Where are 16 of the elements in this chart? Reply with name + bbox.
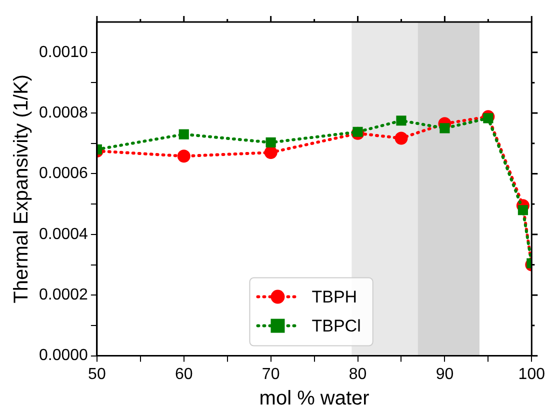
x-tick-label: 60 <box>174 366 193 383</box>
y-tick-label: 0.0002 <box>39 286 88 304</box>
legend-label: TBPCl <box>312 316 361 336</box>
legend-label: TBPH <box>312 287 358 306</box>
x-tick-label: 100 <box>518 366 546 383</box>
y-tick-label: 0.0000 <box>39 347 88 364</box>
x-tick-label: 80 <box>348 366 367 383</box>
y-tick-label: 0.0004 <box>39 226 88 243</box>
x-tick-label: 50 <box>88 366 106 383</box>
y-tick-label: 0.0010 <box>39 44 88 61</box>
y-axis-title: Thermal Expansivity (1/K) <box>10 74 33 304</box>
x-tick-label: 70 <box>262 366 280 383</box>
x-tick-label: 90 <box>436 366 454 383</box>
y-tick-label: 0.0006 <box>39 165 88 182</box>
x-axis-title: mol % water <box>259 388 370 410</box>
y-tick-label: 0.0008 <box>39 104 88 122</box>
